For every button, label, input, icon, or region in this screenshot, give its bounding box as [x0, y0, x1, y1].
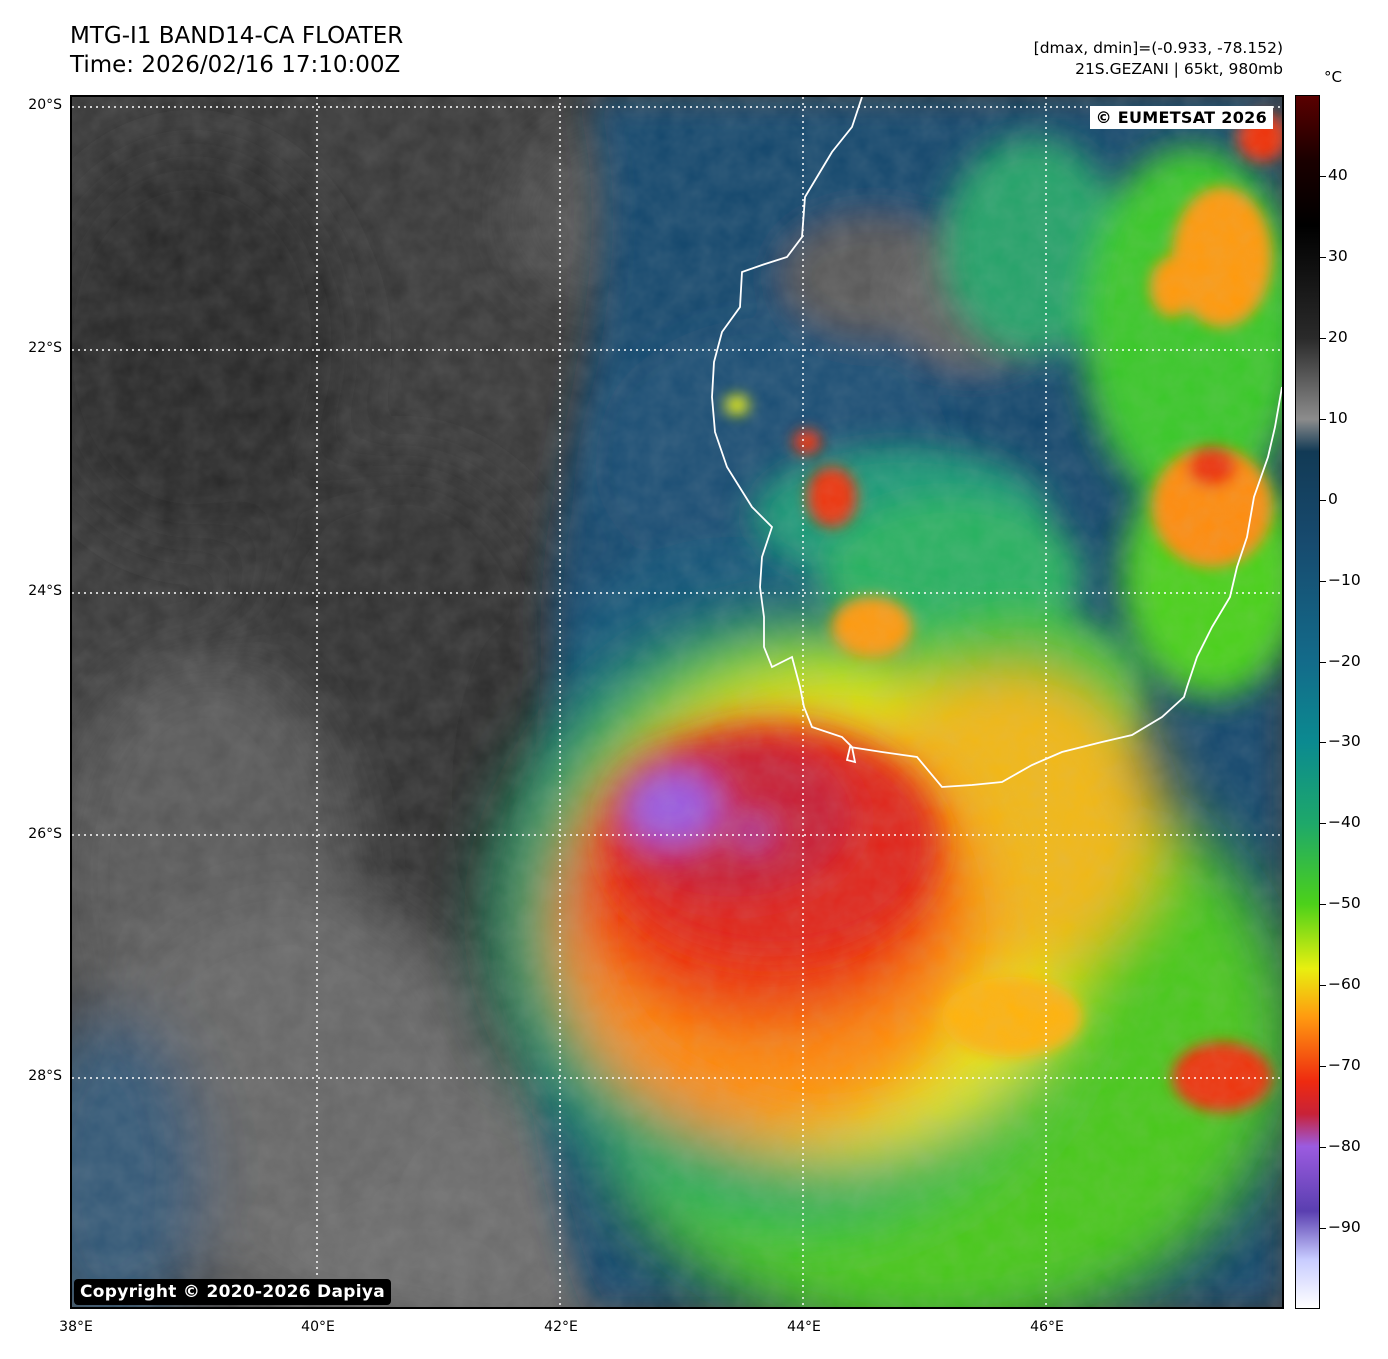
colorbar-tick-mark [1320, 904, 1326, 906]
colorbar-tick-label: 10 [1328, 408, 1348, 427]
colorbar-tick-mark [1320, 418, 1326, 420]
colorbar-tick-label: 40 [1328, 165, 1348, 184]
lon-label-42e: 42°E [544, 1319, 578, 1335]
colorbar-tick-mark [1320, 742, 1326, 744]
storm-info-label: 21S.GEZANI | 65kt, 980mb [1075, 60, 1283, 78]
colorbar-tick-label: 0 [1328, 489, 1338, 508]
colorbar-tick-mark [1320, 823, 1326, 825]
dapiya-credit: Copyright © 2020-2026 Dapiya [74, 1279, 391, 1305]
colorbar-tick-mark [1320, 256, 1326, 258]
colorbar-tick-mark [1320, 1228, 1326, 1230]
colorbar-tick-mark [1320, 499, 1326, 501]
colorbar-tick-label: −90 [1328, 1218, 1361, 1237]
colorbar-tick-label: −60 [1328, 975, 1361, 994]
colorbar-unit: °C [1324, 68, 1342, 86]
lon-label-40e: 40°E [301, 1319, 335, 1335]
eumetsat-credit: © EUMETSAT 2026 [1089, 106, 1273, 129]
map-timestamp: Time: 2026/02/16 17:10:00Z [70, 52, 401, 78]
lat-label-24s: 24°S [28, 583, 62, 599]
colorbar-tick-label: −40 [1328, 813, 1361, 832]
colorbar-tick-mark [1320, 1066, 1326, 1068]
colorbar-tick-label: −10 [1328, 570, 1361, 589]
lon-label-46e: 46°E [1030, 1319, 1064, 1335]
colorbar-tick-mark [1320, 661, 1326, 663]
lon-label-38e: 38°E [59, 1319, 93, 1335]
colorbar-tick-label: −70 [1328, 1056, 1361, 1075]
colorbar-tick-mark [1320, 337, 1326, 339]
lat-label-20s: 20°S [28, 97, 62, 113]
lat-label-22s: 22°S [28, 340, 62, 356]
colorbar-tick-label: −80 [1328, 1137, 1361, 1156]
map-title: MTG-I1 BAND14-CA FLOATER [70, 23, 404, 49]
colorbar-tick-label: 30 [1328, 246, 1348, 265]
satellite-imagery [72, 97, 1282, 1307]
lat-label-26s: 26°S [28, 826, 62, 842]
cloud-texture [72, 97, 1282, 1307]
temperature-colorbar [1295, 95, 1320, 1309]
satellite-map: © EUMETSAT 2026 Copyright © 2020-2026 Da… [70, 95, 1284, 1309]
lon-label-44e: 44°E [787, 1319, 821, 1335]
colorbar-tick-label: −30 [1328, 732, 1361, 751]
colorbar-tick-label: −50 [1328, 894, 1361, 913]
data-range-label: [dmax, dmin]=(-0.933, -78.152) [1033, 39, 1283, 57]
lat-label-28s: 28°S [28, 1068, 62, 1084]
coastline [711, 97, 1282, 788]
colorbar-tick-mark [1320, 580, 1326, 582]
lat-lon-gridlines [72, 97, 1282, 1307]
colorbar-tick-label: 20 [1328, 327, 1348, 346]
colorbar-tick-mark [1320, 175, 1326, 177]
colorbar-tick-mark [1320, 1147, 1326, 1149]
colorbar-tick-label: −20 [1328, 651, 1361, 670]
colorbar-tick-mark [1320, 985, 1326, 987]
